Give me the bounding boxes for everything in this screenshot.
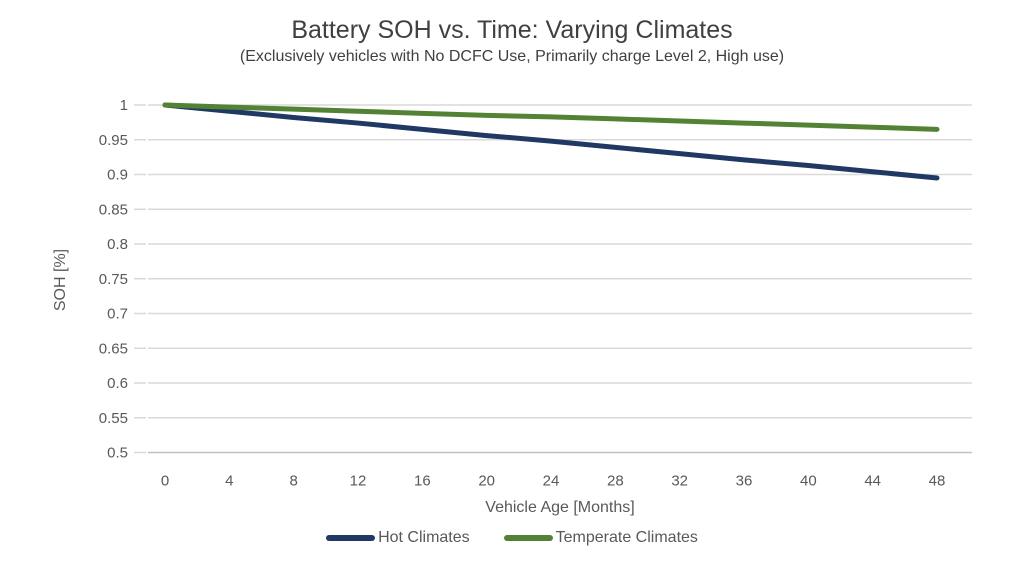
y-tick-label: 0.75 <box>99 271 128 288</box>
series-line-hot-climates <box>162 102 940 181</box>
y-tick-label: 0.6 <box>107 375 128 392</box>
hot-climates-line-swatch <box>326 535 376 541</box>
y-tick-label: 0.9 <box>107 167 128 184</box>
legend-item-hot-climates: Hot Climates <box>326 529 470 547</box>
y-tick-label: 0.8 <box>107 236 128 253</box>
x-axis-title: Vehicle Age [Months] <box>485 499 635 516</box>
legend-label-temperate-climates: Temperate Climates <box>555 529 698 546</box>
x-tick-label: 12 <box>350 473 367 490</box>
legend: Hot Climates Temperate Climates <box>0 529 1024 547</box>
chart-subtitle: (Exclusively vehicles with No DCFC Use, … <box>239 48 785 65</box>
x-tick-label: 32 <box>671 473 688 490</box>
chart-title: Battery SOH vs. Time: Varying Climates <box>291 16 733 44</box>
temperate-climates-line-swatch <box>503 535 553 541</box>
x-tick-label: 48 <box>929 473 946 490</box>
legend-item-temperate-climates: Temperate Climates <box>503 529 698 547</box>
y-tick-label: 0.55 <box>99 410 128 427</box>
y-tick-label: 0.7 <box>107 306 128 323</box>
x-tick-label: 24 <box>543 473 560 490</box>
x-tick-label: 40 <box>800 473 817 490</box>
series-line-temperate-climates <box>162 102 940 132</box>
x-tick-label: 8 <box>289 473 297 490</box>
y-tick-label: 0.5 <box>107 445 128 462</box>
x-tick-label: 20 <box>478 473 495 490</box>
x-tick-label: 28 <box>607 473 624 490</box>
x-tick-label: 4 <box>225 473 233 490</box>
x-tick-label: 44 <box>864 473 881 490</box>
y-tick-label: 0.95 <box>99 132 128 149</box>
y-tick-label: 1 <box>120 97 128 114</box>
y-tick-label: 0.85 <box>99 201 128 218</box>
y-tick-label: 0.65 <box>99 340 128 357</box>
x-tick-label: 36 <box>736 473 753 490</box>
x-tick-label: 0 <box>161 473 169 490</box>
x-tick-label: 16 <box>414 473 431 490</box>
legend-label-hot-climates: Hot Climates <box>378 529 470 546</box>
